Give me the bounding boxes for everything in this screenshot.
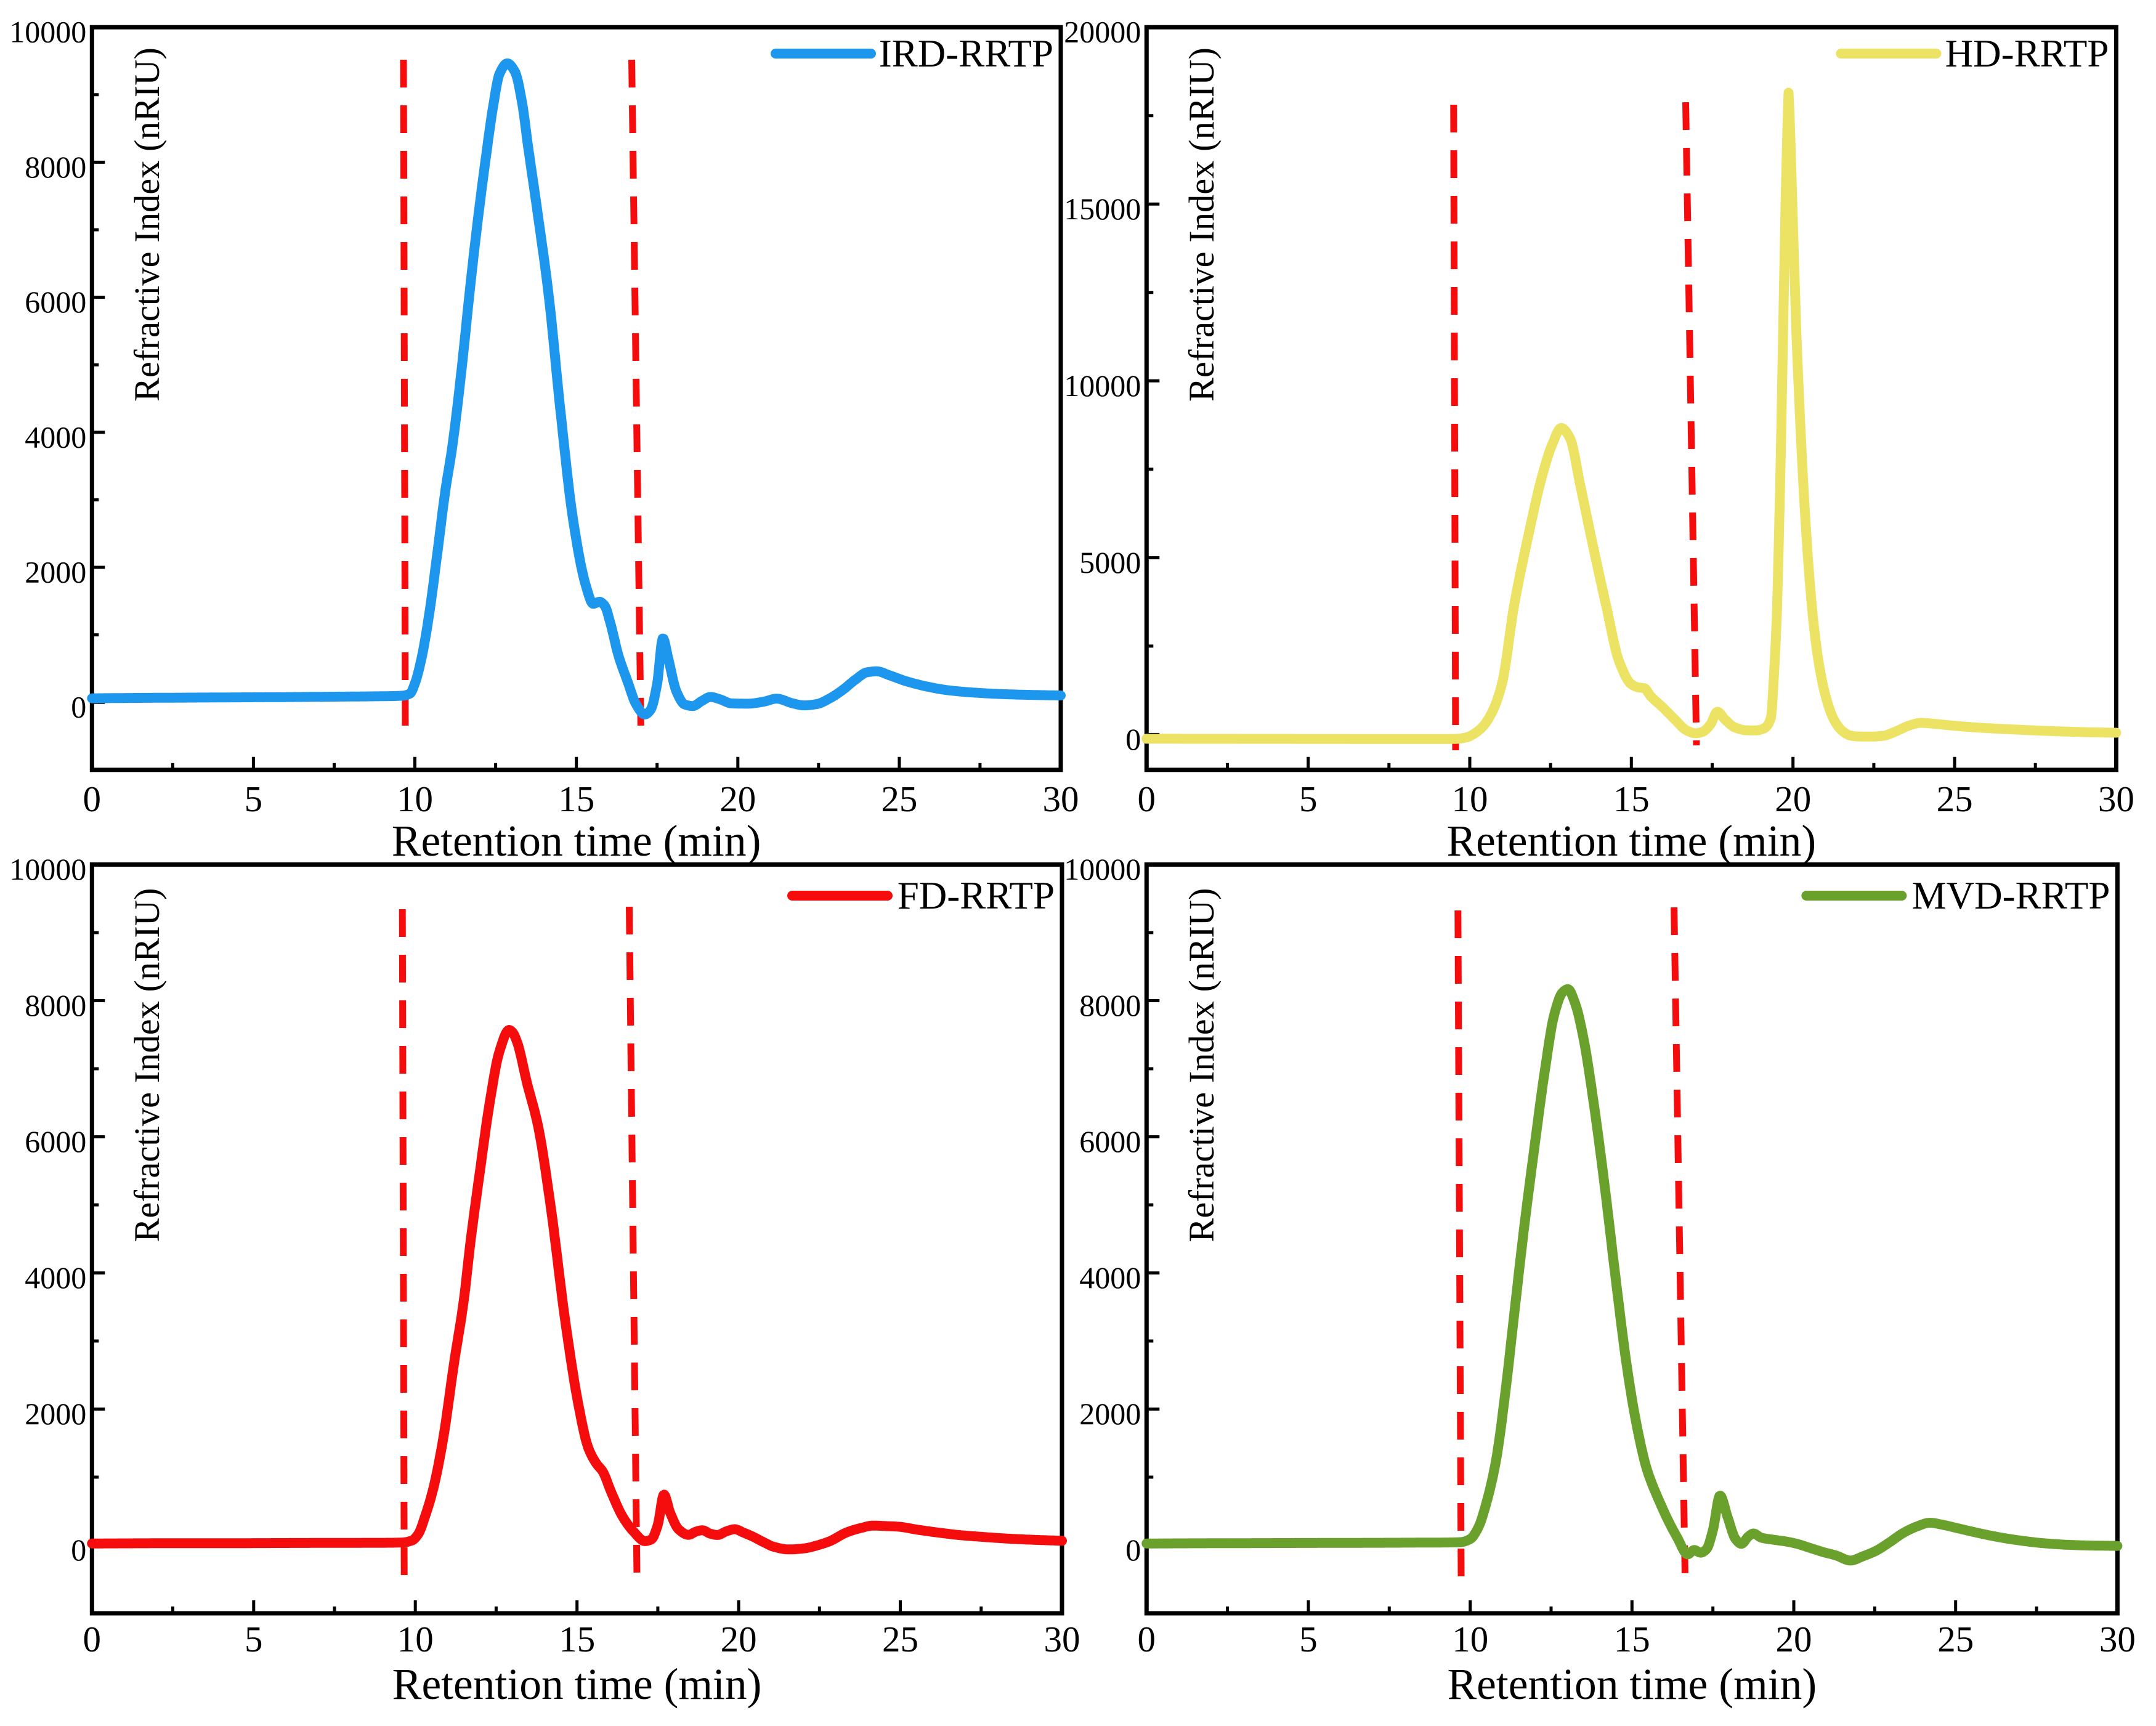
svg-text:2000: 2000 bbox=[25, 555, 86, 590]
svg-text:Retention time (min): Retention time (min) bbox=[392, 817, 761, 865]
svg-text:30: 30 bbox=[1044, 1619, 1080, 1659]
svg-text:8000: 8000 bbox=[25, 150, 86, 184]
svg-text:0: 0 bbox=[71, 1533, 86, 1567]
svg-text:10: 10 bbox=[1452, 1619, 1488, 1659]
svg-text:Retention time (min): Retention time (min) bbox=[1447, 1660, 1817, 1709]
svg-text:10: 10 bbox=[397, 779, 433, 819]
svg-text:6000: 6000 bbox=[25, 1124, 86, 1159]
svg-text:25: 25 bbox=[1937, 779, 1973, 819]
svg-text:10000: 10000 bbox=[1064, 368, 1141, 403]
svg-text:30: 30 bbox=[1043, 779, 1079, 819]
svg-text:15: 15 bbox=[559, 1619, 595, 1659]
svg-text:5000: 5000 bbox=[1079, 545, 1141, 580]
svg-text:4000: 4000 bbox=[25, 1260, 86, 1295]
svg-text:0: 0 bbox=[1138, 779, 1156, 819]
svg-text:Refractive Index (nRIU): Refractive Index (nRIU) bbox=[127, 888, 167, 1242]
svg-text:2000: 2000 bbox=[25, 1396, 86, 1431]
svg-text:0: 0 bbox=[1125, 1533, 1141, 1567]
svg-text:25: 25 bbox=[1937, 1619, 1974, 1659]
svg-text:10: 10 bbox=[397, 1619, 434, 1659]
svg-text:4000: 4000 bbox=[25, 419, 86, 454]
svg-text:4000: 4000 bbox=[1079, 1260, 1141, 1295]
svg-text:0: 0 bbox=[71, 690, 86, 724]
svg-text:20: 20 bbox=[1776, 1619, 1812, 1659]
svg-text:IRD-RRTP: IRD-RRTP bbox=[879, 32, 1053, 75]
svg-text:5: 5 bbox=[245, 1619, 263, 1659]
svg-text:10000: 10000 bbox=[9, 852, 86, 886]
svg-text:30: 30 bbox=[2099, 1619, 2136, 1659]
svg-text:5: 5 bbox=[245, 779, 263, 819]
svg-text:FD-RRTP: FD-RRTP bbox=[898, 874, 1055, 917]
svg-text:0: 0 bbox=[1138, 1619, 1156, 1659]
svg-text:20: 20 bbox=[721, 1619, 757, 1659]
svg-text:Retention time (min): Retention time (min) bbox=[392, 1660, 762, 1709]
svg-text:10000: 10000 bbox=[9, 15, 86, 49]
svg-text:20000: 20000 bbox=[1064, 15, 1141, 49]
svg-text:2000: 2000 bbox=[1079, 1396, 1141, 1431]
svg-text:15: 15 bbox=[1614, 1619, 1650, 1659]
svg-text:8000: 8000 bbox=[25, 988, 86, 1023]
svg-text:Retention time (min): Retention time (min) bbox=[1446, 817, 1816, 865]
svg-text:0: 0 bbox=[83, 779, 102, 819]
svg-text:6000: 6000 bbox=[25, 285, 86, 319]
svg-text:15000: 15000 bbox=[1064, 192, 1141, 226]
svg-text:15: 15 bbox=[1613, 779, 1650, 819]
svg-text:15: 15 bbox=[558, 779, 594, 819]
svg-text:10: 10 bbox=[1452, 779, 1488, 819]
svg-text:20: 20 bbox=[1775, 779, 1811, 819]
svg-text:6000: 6000 bbox=[1079, 1124, 1141, 1159]
svg-text:20: 20 bbox=[719, 779, 756, 819]
svg-text:Refractive Index (nRIU): Refractive Index (nRIU) bbox=[127, 47, 167, 402]
svg-text:8000: 8000 bbox=[1079, 988, 1141, 1023]
svg-text:5: 5 bbox=[1299, 779, 1318, 819]
svg-text:5: 5 bbox=[1299, 1619, 1318, 1659]
svg-text:10000: 10000 bbox=[1064, 852, 1141, 886]
svg-text:30: 30 bbox=[2098, 779, 2134, 819]
svg-text:MVD-RRTP: MVD-RRTP bbox=[1912, 874, 2110, 917]
svg-text:25: 25 bbox=[882, 1619, 918, 1659]
svg-text:Refractive Index (nRIU): Refractive Index (nRIU) bbox=[1181, 888, 1222, 1242]
svg-text:25: 25 bbox=[881, 779, 917, 819]
svg-text:Refractive Index (nRIU): Refractive Index (nRIU) bbox=[1181, 47, 1222, 402]
svg-text:HD-RRTP: HD-RRTP bbox=[1945, 32, 2109, 75]
svg-text:0: 0 bbox=[1125, 722, 1141, 756]
svg-text:0: 0 bbox=[83, 1619, 102, 1659]
